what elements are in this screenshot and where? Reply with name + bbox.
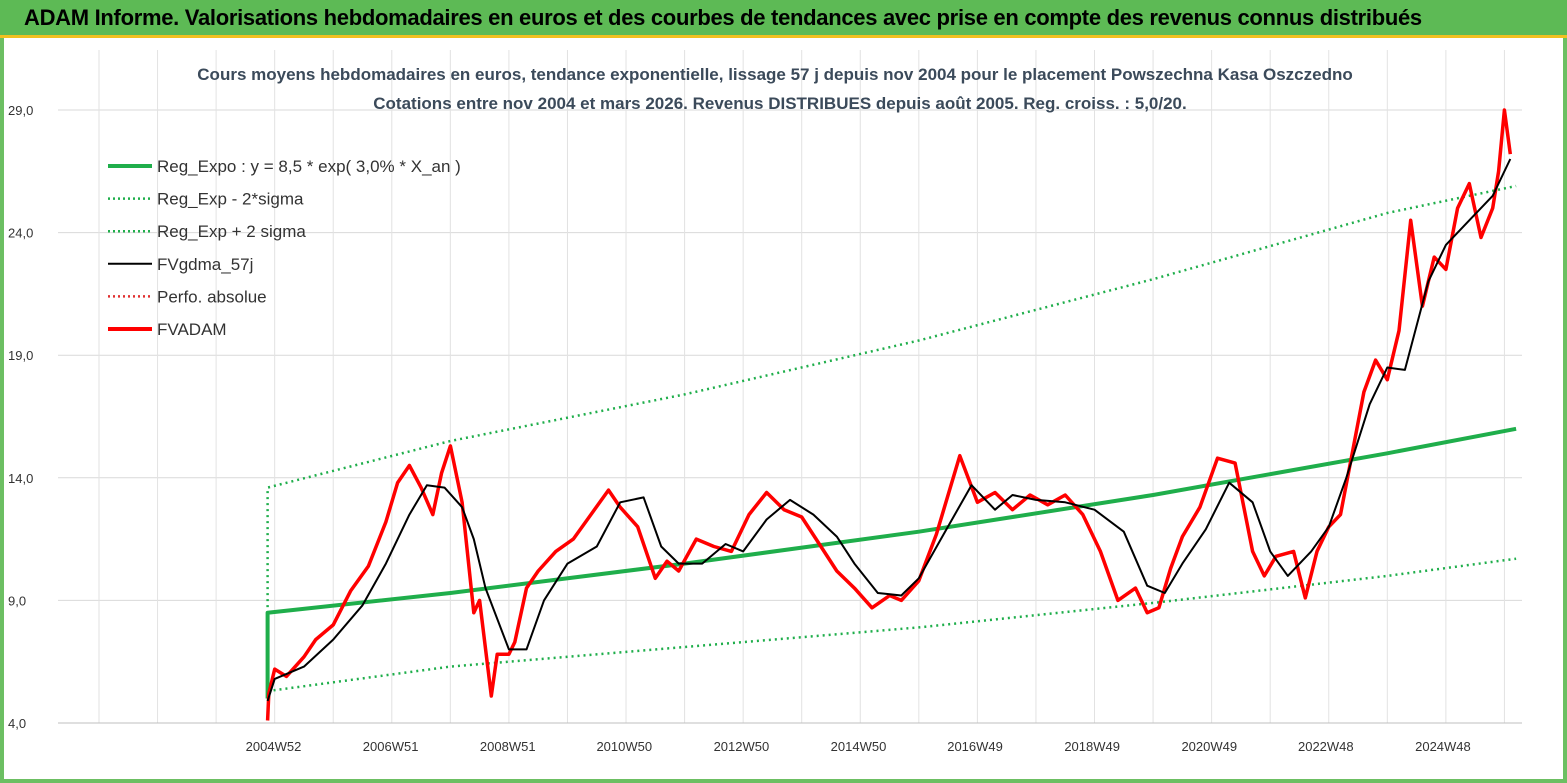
report-header: ADAM Informe. Valorisations hebdomadaire… [0,0,1567,38]
legend: Reg_Expo : y = 8,5 * exp( 3,0% * X_an ) R… [108,157,461,339]
chart-frame [0,38,1567,783]
series-group [265,108,1517,721]
legend-label: FVgdma_57j [157,255,253,274]
x-tick-label: 2018W49 [1064,739,1120,754]
x-tick-label: 2012W50 [714,739,770,754]
chart-title-line2: Cotations entre nov 2004 et mars 2026. R… [373,94,1186,113]
x-axis: 2004W52 2006W51 2008W51 2010W50 2012W50 2014W… [246,739,1471,754]
x-tick-label: 2004W52 [246,739,302,754]
y-tick-label: 14,0 [8,471,33,486]
legend-label: FVADAM [157,320,227,339]
series-fvadam [265,108,1513,721]
series-reg-plus-2sigma [266,184,1517,692]
legend-label: Reg_Expo : y = 8,5 * exp( 3,0% * X_an ) [157,157,461,176]
y-tick-label: 19,0 [8,348,33,363]
series-fvgdma [266,158,1512,702]
legend-label: Perfo. absolue [157,287,267,306]
x-tick-label: 2016W49 [947,739,1003,754]
report-title: ADAM Informe. Valorisations hebdomadaire… [24,5,1422,30]
x-tick-label: 2020W49 [1181,739,1237,754]
series-reg-expo [265,426,1517,699]
chart-title-line1: Cours moyens hebdomadaires en euros, ten… [197,65,1352,84]
x-tick-label: 2022W48 [1298,739,1354,754]
y-tick-label: 29,0 [8,103,33,118]
legend-label: Reg_Exp - 2*sigma [157,190,304,209]
x-tick-label: 2006W51 [363,739,419,754]
series-reg-minus-2sigma [267,557,1517,693]
grid [58,50,1522,724]
legend-label: Reg_Exp + 2 sigma [157,222,306,241]
y-axis: 4,0 9,0 14,0 19,0 24,0 29,0 [8,103,33,731]
y-tick-label: 9,0 [8,593,26,608]
x-tick-label: 2010W50 [596,739,652,754]
x-tick-label: 2008W51 [480,739,536,754]
y-tick-label: 24,0 [8,226,33,241]
x-tick-label: 2014W50 [831,739,887,754]
x-tick-label: 2024W48 [1415,739,1471,754]
y-tick-label: 4,0 [8,716,26,731]
